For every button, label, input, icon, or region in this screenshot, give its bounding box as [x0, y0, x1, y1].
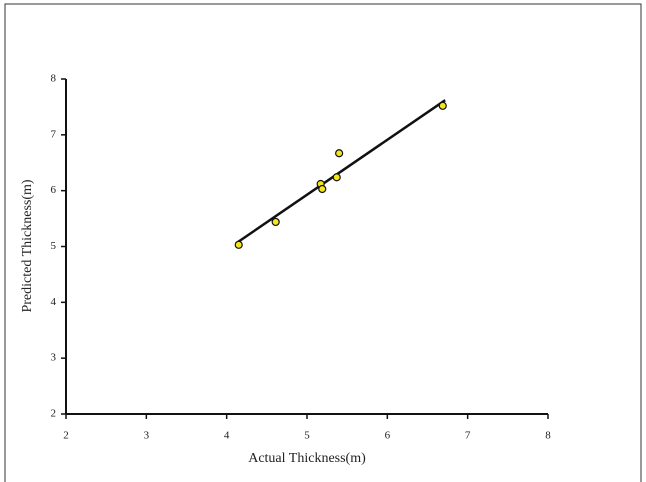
x-tick-label: 8 — [545, 430, 551, 442]
y-tick-label: 2 — [51, 408, 57, 420]
y-tick-label: 8 — [51, 73, 57, 85]
point — [318, 184, 327, 194]
point — [438, 101, 447, 110]
y-axis-label: Predicted Thickness(m) — [20, 179, 35, 312]
y-tick-label: 5 — [51, 240, 57, 252]
x-tick-label: 2 — [63, 430, 69, 442]
point — [332, 173, 341, 182]
x-tick-label: 5 — [304, 430, 310, 442]
y-tick-label: 3 — [51, 352, 57, 364]
x-tick-label: 4 — [224, 430, 230, 442]
point — [335, 149, 344, 158]
y-tick-label: 6 — [51, 184, 57, 196]
point — [271, 217, 280, 227]
trend-line — [235, 99, 446, 245]
frame — [4, 3, 642, 482]
x-tick-label: 3 — [144, 430, 150, 442]
y-tick-label: 4 — [51, 296, 57, 308]
x-tick-label: 7 — [465, 430, 471, 442]
x-tick-label: 6 — [385, 430, 391, 442]
x-axis-label: Actual Thickness(m) — [248, 451, 366, 466]
point — [234, 240, 243, 249]
y-tick-label: 7 — [51, 128, 57, 140]
